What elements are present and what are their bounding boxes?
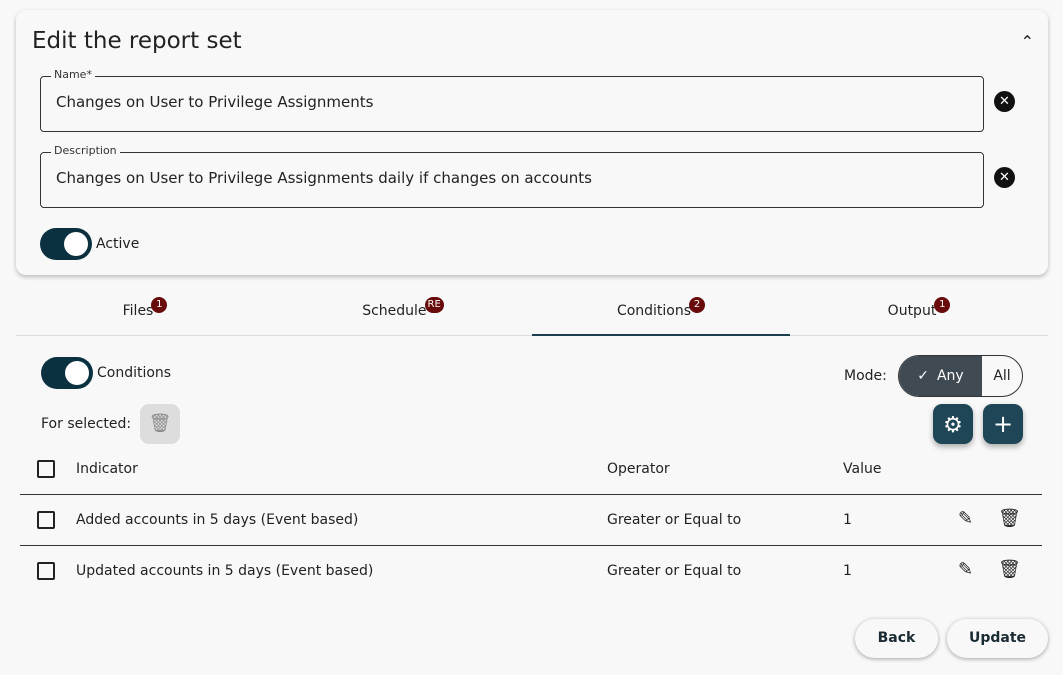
indicator-cell: Updated accounts in 5 days (Event based) [76,563,374,579]
tab-badge: 1 [151,297,168,313]
pencil-icon[interactable]: ✎ [958,508,974,529]
tab-label: Files [122,303,154,319]
trash-icon: 🗑 [148,413,172,434]
operator-cell: Greater or Equal to [607,563,742,579]
table-row: Updated accounts in 5 days (Event based)… [20,545,1042,596]
select-all-checkbox[interactable] [37,460,55,478]
column-header-indicator: Indicator [76,461,138,477]
table-row: Added accounts in 5 days (Event based) G… [20,494,1042,545]
mode-all-label: All [993,368,1011,384]
name-input[interactable] [56,93,956,111]
tab-label: Conditions [616,303,692,319]
mode-label: Mode: [844,368,887,384]
row-checkbox[interactable] [37,562,55,580]
description-label: Description [51,144,120,157]
tab-label: Schedule [362,303,427,319]
active-toggle[interactable] [40,228,92,260]
page-title: Edit the report set [32,28,242,54]
delete-selected-button[interactable]: 🗑 [140,404,180,444]
chevron-up-icon[interactable]: ⌃ [1020,32,1034,51]
value-cell: 1 [843,512,852,528]
column-header-value: Value [843,461,882,477]
add-condition-button[interactable]: + [983,404,1023,444]
for-selected-label: For selected: [41,416,132,432]
tab-badge: 2 [689,297,706,313]
check-icon: ✓ [917,368,929,384]
mode-any-label: Any [936,368,964,384]
description-input[interactable] [56,169,956,187]
operator-cell: Greater or Equal to [607,512,742,528]
mode-all-button[interactable]: All [982,356,1022,396]
update-button[interactable]: Update [947,619,1048,658]
value-cell: 1 [843,563,852,579]
tab-files[interactable]: Files 1 [16,290,274,335]
column-header-operator: Operator [607,461,670,477]
mode-selector: ✓ Any All [898,355,1023,397]
pencil-icon[interactable]: ✎ [958,559,974,580]
plus-icon: + [992,410,1014,438]
tab-output[interactable]: Output 1 [790,290,1048,335]
indicator-cell: Added accounts in 5 days (Event based) [76,512,359,528]
description-field[interactable]: Description [40,144,984,208]
clear-name-icon[interactable]: ✕ [994,91,1015,112]
trash-icon[interactable]: 🗑 [998,508,1021,529]
gear-icon: ⚙ [943,413,963,438]
tab-badge: RE [424,297,444,313]
tab-label: Output [887,303,937,319]
name-field[interactable]: Name* [40,68,984,132]
row-checkbox[interactable] [37,511,55,529]
conditions-toggle-label: Conditions [97,365,172,381]
name-label: Name* [51,68,95,81]
tab-schedule[interactable]: ScheduleRE [274,290,532,335]
back-button[interactable]: Back [855,619,938,658]
active-label: Active [96,236,140,252]
trash-icon[interactable]: 🗑 [998,559,1021,580]
mode-any-button[interactable]: ✓ Any [899,356,982,396]
tab-badge: 1 [934,297,951,313]
conditions-toggle[interactable] [41,357,93,389]
tab-bar: Files 1 ScheduleRE Conditions 2 Output 1 [16,290,1048,336]
tab-conditions[interactable]: Conditions 2 [532,290,790,336]
settings-button[interactable]: ⚙ [933,404,973,444]
report-set-card: Edit the report set ⌃ Name* ✕ Descriptio… [16,10,1048,275]
clear-description-icon[interactable]: ✕ [994,167,1015,188]
